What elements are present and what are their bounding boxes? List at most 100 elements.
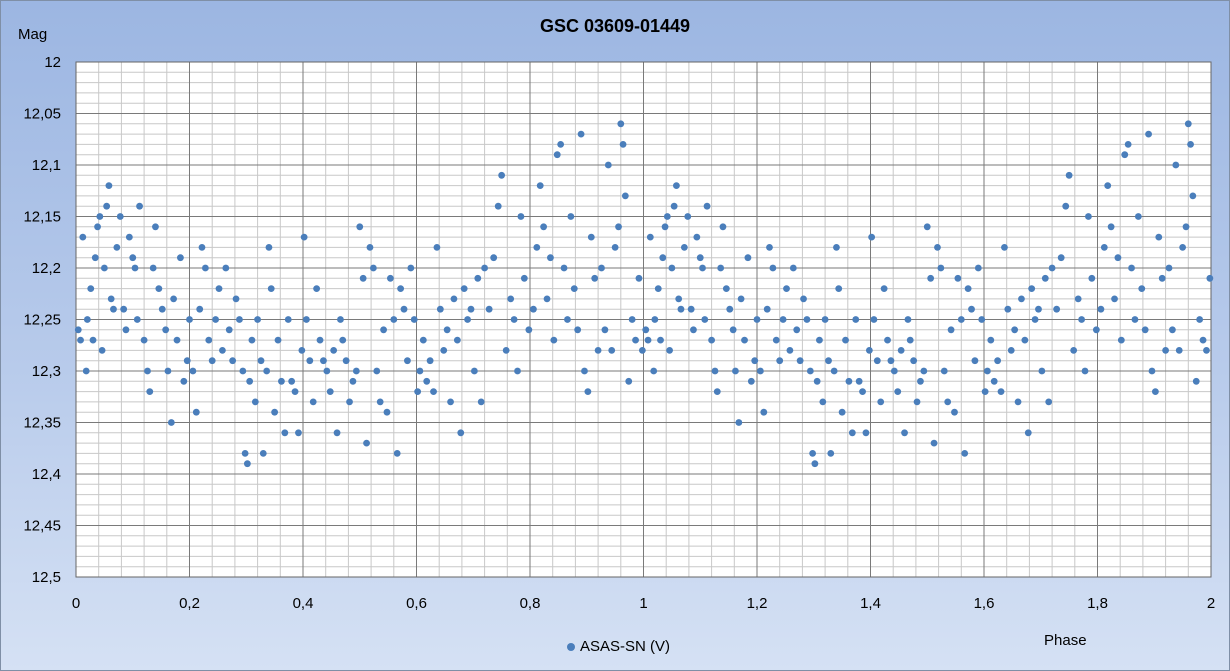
data-point bbox=[1048, 264, 1056, 272]
data-point bbox=[267, 285, 275, 292]
data-point bbox=[229, 357, 237, 365]
x-tick-label: 1,2 bbox=[747, 595, 768, 612]
data-point bbox=[470, 367, 478, 375]
data-point bbox=[271, 408, 279, 416]
data-point bbox=[397, 285, 405, 292]
data-point bbox=[1074, 295, 1082, 303]
data-point bbox=[553, 151, 561, 159]
data-point bbox=[400, 305, 408, 313]
data-point bbox=[1131, 316, 1139, 323]
data-point bbox=[183, 357, 191, 365]
data-point bbox=[303, 316, 310, 323]
data-point bbox=[803, 316, 811, 323]
data-point bbox=[1145, 130, 1152, 138]
data-point bbox=[1179, 244, 1187, 251]
data-point bbox=[1031, 316, 1039, 323]
data-point bbox=[825, 357, 832, 365]
data-point bbox=[1097, 305, 1105, 313]
data-point bbox=[96, 213, 104, 220]
data-point bbox=[910, 357, 918, 365]
data-point bbox=[968, 305, 975, 313]
data-point bbox=[981, 388, 989, 395]
data-point bbox=[974, 264, 982, 272]
data-point bbox=[1189, 192, 1197, 200]
data-point bbox=[346, 398, 353, 406]
data-point bbox=[383, 408, 391, 416]
data-point bbox=[510, 316, 518, 323]
data-point bbox=[838, 408, 846, 416]
data-point bbox=[564, 316, 571, 323]
data-point bbox=[865, 347, 873, 354]
data-point bbox=[628, 316, 636, 323]
data-point bbox=[536, 182, 544, 190]
data-point bbox=[498, 171, 506, 179]
data-point bbox=[1078, 316, 1086, 323]
x-tick-label: 1 bbox=[639, 595, 647, 612]
data-point bbox=[323, 367, 331, 375]
y-tick-label: 12,2 bbox=[32, 260, 61, 277]
data-point bbox=[887, 357, 895, 365]
data-point bbox=[920, 367, 928, 375]
data-point bbox=[1011, 326, 1019, 334]
x-tick-label: 0,6 bbox=[406, 595, 427, 612]
data-point bbox=[717, 264, 725, 272]
data-point bbox=[1199, 336, 1207, 344]
data-point bbox=[208, 357, 216, 365]
data-point bbox=[410, 316, 418, 323]
data-point bbox=[644, 336, 652, 344]
data-point bbox=[937, 264, 945, 272]
data-point bbox=[661, 223, 669, 231]
data-point bbox=[917, 377, 924, 385]
data-point bbox=[923, 223, 931, 231]
data-point bbox=[1138, 285, 1146, 292]
y-axis-label: Mag bbox=[18, 26, 48, 43]
data-point bbox=[251, 398, 259, 406]
data-point bbox=[186, 316, 193, 323]
data-point bbox=[848, 429, 856, 437]
data-point bbox=[530, 305, 537, 313]
data-point bbox=[1134, 213, 1142, 220]
data-point bbox=[414, 388, 422, 395]
data-point bbox=[964, 285, 972, 292]
data-point bbox=[274, 336, 282, 344]
data-point bbox=[320, 357, 327, 365]
data-point bbox=[693, 233, 701, 241]
data-point bbox=[766, 244, 773, 251]
x-tick-label: 1,8 bbox=[1087, 595, 1108, 612]
data-point bbox=[813, 377, 821, 385]
data-point bbox=[107, 295, 115, 303]
data-point bbox=[1114, 254, 1122, 262]
x-tick-label: 0,4 bbox=[293, 595, 314, 612]
data-point bbox=[291, 388, 299, 395]
data-point bbox=[726, 305, 734, 313]
data-point bbox=[1165, 264, 1173, 272]
data-point bbox=[189, 367, 197, 375]
data-point bbox=[1172, 161, 1180, 169]
data-point bbox=[1038, 367, 1046, 375]
data-point bbox=[243, 460, 251, 468]
data-point bbox=[550, 336, 558, 344]
data-point bbox=[608, 347, 616, 354]
data-point bbox=[868, 233, 876, 241]
data-point bbox=[1111, 295, 1118, 303]
y-tick-label: 12 bbox=[44, 54, 61, 71]
data-point bbox=[363, 439, 370, 447]
data-point bbox=[257, 357, 265, 365]
data-point bbox=[94, 223, 101, 231]
data-point bbox=[619, 141, 627, 148]
data-point bbox=[423, 377, 431, 385]
data-point bbox=[502, 347, 510, 354]
data-point bbox=[1088, 274, 1096, 282]
data-point bbox=[281, 429, 289, 437]
data-point bbox=[806, 367, 814, 375]
legend-marker bbox=[567, 642, 575, 651]
data-point bbox=[821, 316, 829, 323]
data-point bbox=[98, 347, 106, 354]
data-point bbox=[638, 347, 646, 354]
data-point bbox=[673, 182, 680, 190]
data-point bbox=[447, 398, 454, 406]
data-point bbox=[89, 336, 97, 344]
data-point bbox=[741, 336, 748, 344]
data-point bbox=[830, 367, 838, 375]
data-point bbox=[131, 264, 139, 272]
